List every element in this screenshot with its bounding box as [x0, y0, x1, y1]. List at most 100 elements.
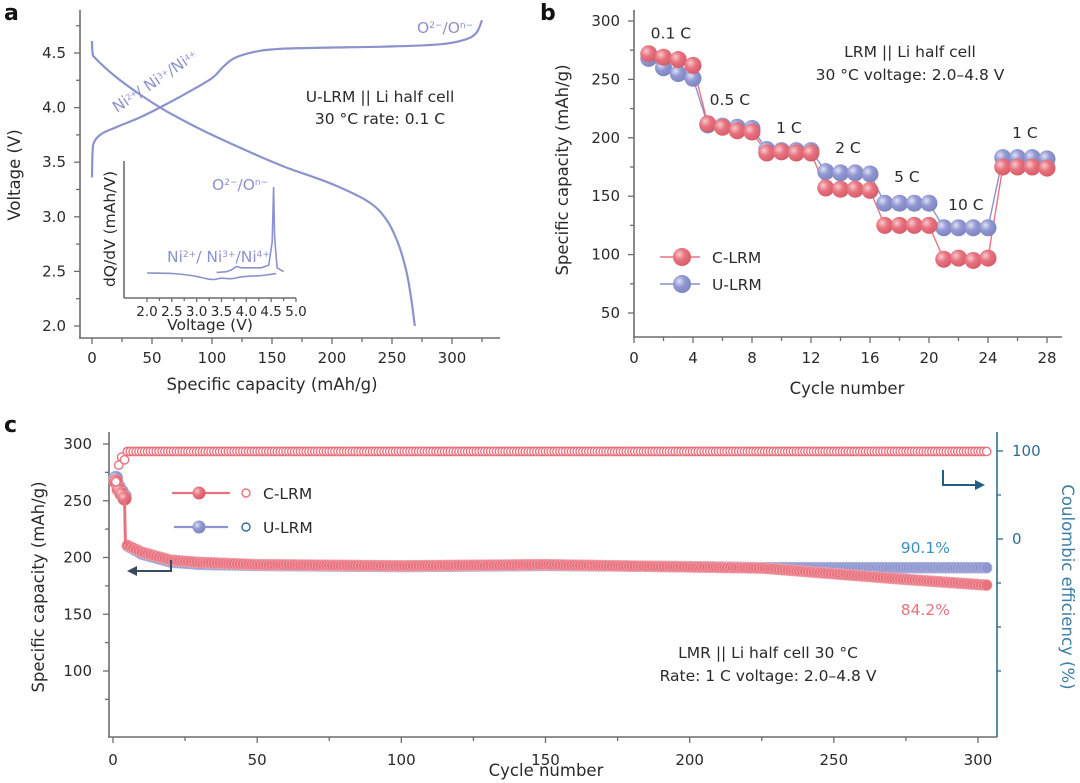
data-point-c-lrm — [846, 180, 864, 198]
legend-marker-u-lrm — [673, 275, 691, 293]
rate-label: 0.5 C — [710, 91, 750, 109]
data-point-c-lrm — [817, 179, 835, 197]
data-point-c-lrm — [832, 180, 849, 198]
right-axis-arrow-icon — [942, 470, 985, 490]
data-point-u-lrm — [817, 163, 835, 181]
rate-label: 10 C — [948, 196, 983, 214]
y-axis-label: Specific capacity (mAh/g) — [29, 481, 48, 692]
y-tick-label: 3.5 — [42, 153, 66, 171]
charge-curve — [90, 19, 484, 178]
annotation-line-2: 30 °C rate: 0.1 C — [315, 110, 445, 128]
y-tick-label: 2.5 — [42, 262, 66, 280]
data-point-c-lrm — [980, 579, 993, 591]
data-point-u-lrm — [832, 164, 849, 182]
data-point-c-lrm — [758, 144, 776, 162]
legend-marker-c-lrm — [673, 248, 691, 266]
y-tick-label: 300 — [591, 12, 620, 30]
legend: C-LRM U-LRM — [172, 485, 313, 537]
inset-charge-curve — [216, 187, 285, 274]
data-point-c-lrm — [802, 144, 820, 162]
x-tick-label: 0 — [108, 751, 118, 769]
data-point-u-lrm — [684, 69, 702, 87]
legend-marker-c-lrm — [192, 486, 206, 500]
x-tick-label: 28 — [1037, 349, 1056, 367]
ce-point — [110, 476, 121, 487]
data-point-u-lrm — [950, 219, 967, 237]
discharge-curve — [90, 40, 416, 327]
inset-x-label: Voltage (V) — [167, 316, 253, 334]
x-tick-label: 250 — [820, 751, 849, 769]
data-point-c-lrm — [728, 122, 746, 140]
annotation-line-1: LMR || Li half cell 30 °C — [678, 644, 858, 662]
legend-marker-u-lrm — [192, 520, 206, 534]
y-axis-label: Voltage (V) — [5, 129, 24, 220]
x-tick-label: 100 — [387, 751, 416, 769]
rate-label: 1 C — [776, 119, 802, 137]
data-point-c-lrm — [1009, 158, 1026, 176]
data-point-c-lrm — [655, 48, 672, 66]
capacity-series-c-lrm — [108, 474, 993, 591]
legend-label-c-lrm: C-LRM — [712, 249, 761, 267]
x-tick-label: 0 — [629, 349, 639, 367]
rate-label: 0.1 C — [651, 25, 691, 43]
capacity-series-u-lrm — [108, 470, 993, 574]
data-point-c-lrm — [640, 45, 658, 63]
x-tick-label: 12 — [801, 349, 820, 367]
ce-point — [119, 454, 130, 465]
x-tick-label: 50 — [142, 349, 161, 367]
data-point-c-lrm — [669, 51, 687, 69]
inset-ni-label: Ni2+/ Ni3+/Ni4+ — [167, 248, 270, 266]
legend-ce-marker-c-lrm — [241, 488, 251, 498]
x-tick-label: 50 — [248, 751, 267, 769]
rate-label: 5 C — [894, 168, 920, 186]
legend: C-LRM U-LRM — [660, 248, 762, 294]
inset-x-tick-label: 2.5 — [161, 304, 182, 320]
legend-label-u-lrm: U-LRM — [712, 276, 762, 294]
inset-x-tick-label: 3.5 — [211, 304, 232, 320]
inset-x-tick-label: 5.0 — [285, 304, 306, 320]
data-point-c-lrm — [994, 158, 1012, 176]
x-tick-label: 150 — [531, 751, 560, 769]
x-tick-label: 0 — [87, 349, 97, 367]
y-tick-label: 150 — [591, 187, 620, 205]
inset-discharge-curve — [146, 272, 277, 281]
data-point-u-lrm — [979, 219, 997, 237]
data-point-c-lrm — [905, 216, 923, 234]
x-tick-label: 100 — [198, 349, 227, 367]
annotation-line-2: 30 °C voltage: 2.0–4.8 V — [816, 66, 1005, 84]
y-tick-label: 250 — [591, 70, 620, 88]
right-y-axis-label: Coulombic efficiency (%) — [1058, 484, 1077, 689]
annotation-line-1: LRM || Li half cell — [844, 43, 976, 61]
y-tick-label: 4.0 — [42, 99, 66, 117]
data-point-c-lrm — [950, 249, 967, 267]
data-point-c-lrm — [1038, 159, 1056, 177]
data-point-u-lrm — [920, 194, 938, 212]
data-point-u-lrm — [876, 194, 894, 212]
y-tick-label: 150 — [63, 605, 92, 623]
data-point-u-lrm — [935, 219, 953, 237]
inset-x-tick-label: 3.0 — [186, 304, 207, 320]
x-tick-label: 200 — [318, 349, 347, 367]
inset-x-tick-label: 4.0 — [236, 304, 257, 320]
x-tick-label: 24 — [978, 349, 997, 367]
x-tick-label: 150 — [258, 349, 287, 367]
data-point-c-lrm — [699, 115, 717, 133]
x-tick-label: 200 — [675, 751, 704, 769]
data-point-c-lrm — [787, 144, 805, 162]
ce-series — [110, 446, 992, 487]
panel-c: c 100 150 200 250 300 0 100 0 50 100 150 200 250 30… — [4, 413, 1077, 780]
y-tick-label: 100 — [63, 662, 92, 680]
o-redox-label: O2−/On− — [417, 19, 473, 37]
panel-label-c: c — [4, 413, 17, 438]
panel-b: b 50 100 150 200 250 300 0 4 8 12 16 20 24 28 Specif… — [540, 1, 1062, 398]
data-point-u-lrm — [891, 194, 908, 212]
x-tick-label: 300 — [964, 751, 993, 769]
ce-point — [981, 446, 992, 457]
data-point-c-lrm — [891, 216, 908, 234]
data-point-c-lrm — [684, 56, 702, 74]
data-point-c-lrm — [935, 250, 953, 268]
y-tick-label: 300 — [63, 435, 92, 453]
data-point-u-lrm — [964, 219, 982, 237]
data-point-c-lrm — [920, 216, 938, 234]
data-point-c-lrm — [964, 251, 982, 269]
